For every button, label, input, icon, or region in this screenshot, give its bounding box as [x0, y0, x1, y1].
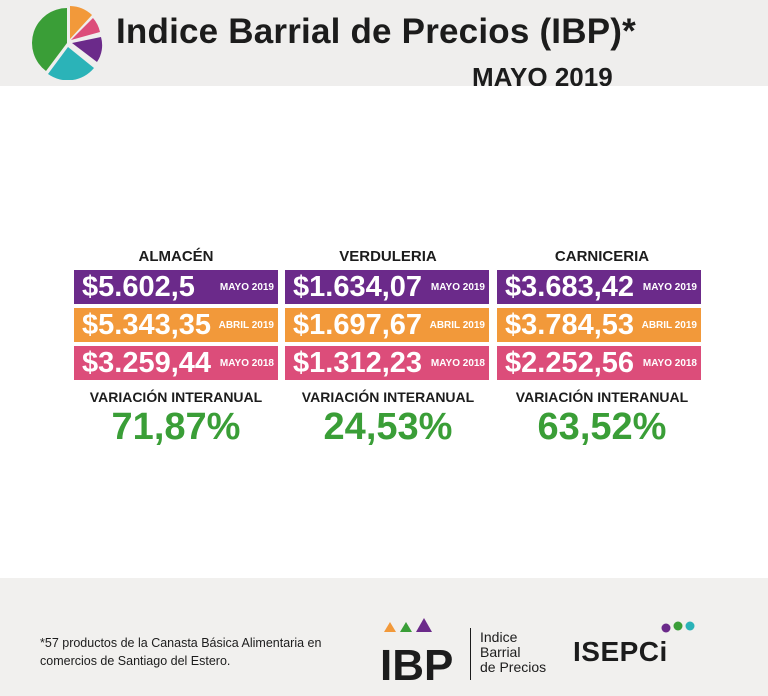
price-period: MAYO 2019 — [430, 281, 485, 293]
prices-card: ALMACÉN $5.602,5 MAYO 2019 $5.343,35 ABR… — [0, 86, 768, 578]
price-row-previous-year: $1.312,23 MAYO 2018 — [285, 346, 489, 380]
footnote: *57 productos de la Canasta Básica Alime… — [40, 634, 370, 670]
variation-label: VARIACIÓN INTERANUAL — [301, 389, 475, 405]
price-period: MAYO 2019 — [642, 281, 697, 293]
price-period: MAYO 2018 — [642, 357, 697, 369]
price-row-previous-month: $1.697,67 ABRIL 2019 — [285, 308, 489, 342]
price-row-previous-year: $3.259,44 MAYO 2018 — [74, 346, 278, 380]
page-title: Indice Barrial de Precios (IBP)* — [116, 12, 636, 51]
price-value: $1.697,67 — [293, 308, 423, 341]
price-period: MAYO 2019 — [219, 281, 274, 293]
isepci-logo: ISEPCi — [573, 636, 668, 667]
price-period: ABRIL 2019 — [429, 319, 485, 331]
price-row-previous-month: $5.343,35 ABRIL 2019 — [74, 308, 278, 342]
footnote-line: *57 productos de la Canasta Básica Alime… — [40, 636, 322, 650]
price-value: $1.312,23 — [293, 346, 423, 379]
variation-label: VARIACIÓN INTERANUAL — [515, 389, 689, 405]
column-title: CARNICERIA — [554, 248, 650, 265]
price-row-current: $1.634,07 MAYO 2019 — [285, 270, 489, 304]
price-value: $1.634,07 — [293, 270, 423, 303]
variation-value: 24,53% — [323, 406, 453, 448]
price-value: $5.343,35 — [82, 308, 212, 341]
price-period: ABRIL 2019 — [641, 319, 697, 331]
column-title: ALMACÉN — [138, 248, 214, 265]
column-title: VERDULERIA — [339, 248, 437, 265]
price-row-current: $5.602,5 MAYO 2019 — [74, 270, 278, 304]
ibp-caption-line: Indice — [480, 629, 518, 645]
ibp-logo-text: IBP — [380, 641, 453, 690]
isepci-dots-icon — [661, 621, 695, 633]
footnote-line: comercios de Santiago del Estero. — [40, 654, 231, 668]
footer: *57 productos de la Canasta Básica Alime… — [0, 578, 768, 696]
ibp-caption-line: Barrial — [480, 644, 521, 660]
price-value: $3.683,42 — [505, 270, 635, 303]
price-row-previous-year: $2.252,56 MAYO 2018 — [497, 346, 701, 380]
logo-divider — [470, 628, 471, 680]
price-value: $2.252,56 — [505, 346, 635, 379]
variation-value: 63,52% — [537, 406, 667, 448]
price-period: ABRIL 2019 — [218, 319, 274, 331]
price-row-current: $3.683,42 MAYO 2019 — [497, 270, 701, 304]
price-row-previous-month: $3.784,53 ABRIL 2019 — [497, 308, 701, 342]
price-value: $5.602,5 — [82, 270, 195, 303]
pie-logo-icon — [31, 6, 103, 80]
price-value: $3.784,53 — [505, 308, 635, 341]
variation-value: 71,87% — [111, 406, 241, 448]
ibp-logo-caption: Indice Barrial de Precios — [480, 630, 546, 675]
variation-label: VARIACIÓN INTERANUAL — [89, 389, 263, 405]
ibp-caption-line: de Precios — [480, 659, 547, 675]
price-period: MAYO 2018 — [430, 357, 485, 369]
price-value: $3.259,44 — [82, 346, 212, 379]
price-period: MAYO 2018 — [219, 357, 274, 369]
ibp-logo-icon: IBP — [380, 618, 453, 690]
